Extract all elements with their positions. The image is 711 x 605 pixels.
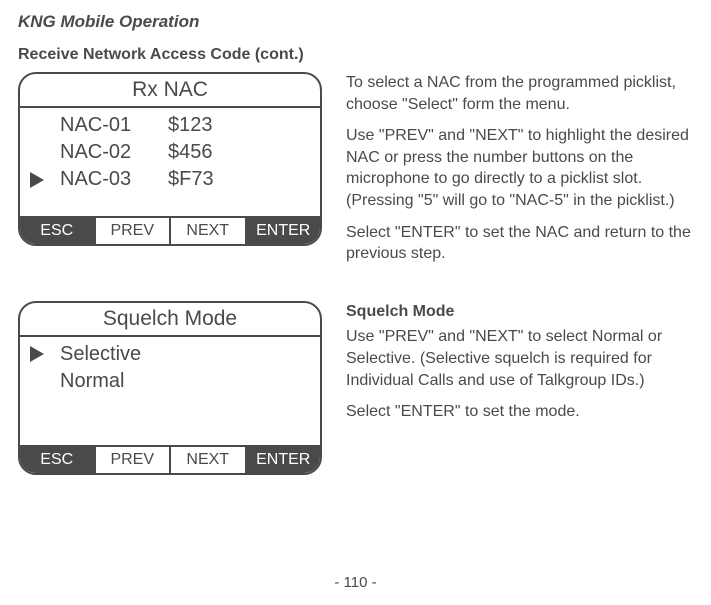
- lcd-panel-rx-nac: Rx NAC NAC-01 $123 NAC-02 $456 NAC-03: [18, 72, 322, 246]
- row-rx-nac: Rx NAC NAC-01 $123 NAC-02 $456 NAC-03: [18, 72, 693, 275]
- softkeys: ESC PREV NEXT ENTER: [20, 445, 320, 473]
- list-item[interactable]: Normal: [30, 368, 310, 395]
- lcd-panel-squelch: Squelch Mode Selective Normal ESC PREV N…: [18, 301, 322, 475]
- desc-text: Select "ENTER" to set the NAC and return…: [346, 222, 693, 265]
- list-item[interactable]: NAC-01 $123: [30, 112, 310, 139]
- description-squelch: Squelch Mode Use "PREV" and "NEXT" to se…: [346, 301, 693, 433]
- desc-text: Select "ENTER" to set the mode.: [346, 401, 693, 423]
- next-button[interactable]: NEXT: [171, 447, 247, 473]
- enter-button[interactable]: ENTER: [247, 218, 321, 244]
- prev-button[interactable]: PREV: [96, 447, 172, 473]
- softkeys: ESC PREV NEXT ENTER: [20, 216, 320, 244]
- esc-button[interactable]: ESC: [20, 447, 96, 473]
- nac-label: NAC-02: [60, 139, 168, 166]
- lcd-body: NAC-01 $123 NAC-02 $456 NAC-03 $F73: [20, 108, 320, 216]
- desc-text: To select a NAC from the programmed pick…: [346, 72, 693, 115]
- lcd-title: Squelch Mode: [20, 303, 320, 337]
- nac-value: $123: [168, 112, 213, 139]
- desc-text: Use "PREV" and "NEXT" to highlight the d…: [346, 125, 693, 211]
- prev-button[interactable]: PREV: [96, 218, 172, 244]
- option-label: Selective: [60, 341, 310, 368]
- desc-text: Use "PREV" and "NEXT" to select Normal o…: [346, 326, 693, 391]
- nac-value: $456: [168, 139, 213, 166]
- row-squelch: Squelch Mode Selective Normal ESC PREV N…: [18, 301, 693, 475]
- section-title: Receive Network Access Code (cont.): [18, 46, 693, 64]
- doc-title: KNG Mobile Operation: [18, 12, 693, 32]
- arrow-right-icon: [30, 346, 60, 362]
- arrow-right-icon: [30, 172, 60, 188]
- nac-label: NAC-03: [60, 166, 168, 193]
- list-item[interactable]: NAC-03 $F73: [30, 166, 310, 193]
- list-item[interactable]: Selective: [30, 341, 310, 368]
- desc-subtitle: Squelch Mode: [346, 301, 693, 323]
- nac-label: NAC-01: [60, 112, 168, 139]
- lcd-title: Rx NAC: [20, 74, 320, 108]
- lcd-body: Selective Normal: [20, 337, 320, 445]
- next-button[interactable]: NEXT: [171, 218, 247, 244]
- enter-button[interactable]: ENTER: [247, 447, 321, 473]
- nac-value: $F73: [168, 166, 214, 193]
- page-number: - 110 -: [0, 574, 711, 591]
- list-item[interactable]: NAC-02 $456: [30, 139, 310, 166]
- option-label: Normal: [60, 368, 310, 395]
- description-rx-nac: To select a NAC from the programmed pick…: [346, 72, 693, 275]
- esc-button[interactable]: ESC: [20, 218, 96, 244]
